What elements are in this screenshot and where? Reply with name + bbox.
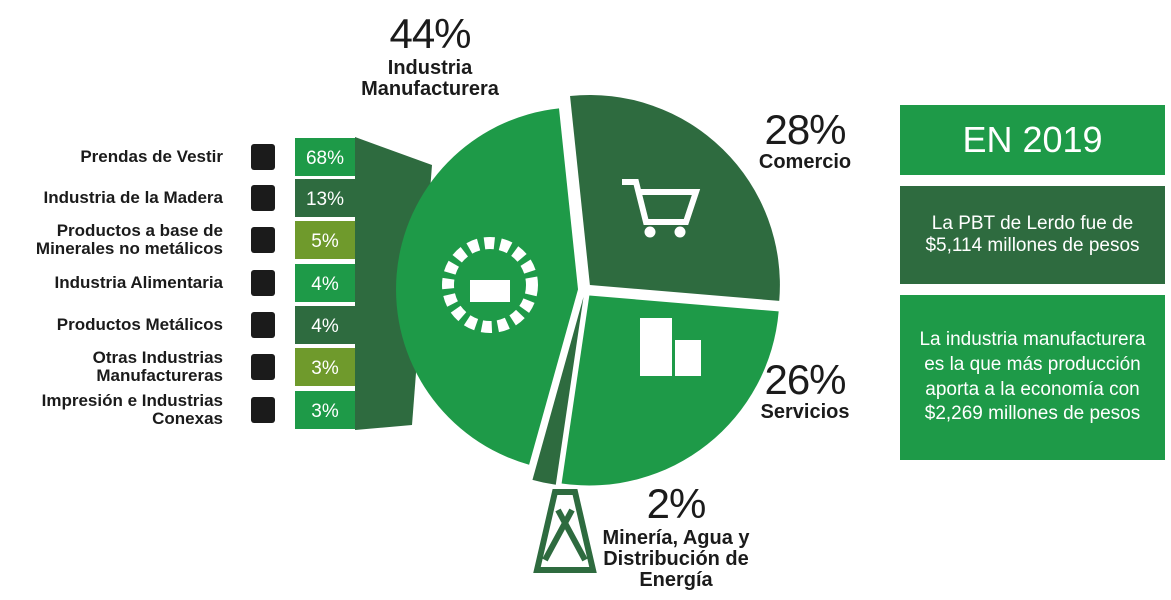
category-label: Productos a base de Minerales no metálic… [35,221,223,258]
value-label: 68% [306,148,344,169]
category-label: Industria de la Madera [43,188,224,208]
value-label: 3% [311,401,339,422]
pie-slice [532,296,584,485]
pie-category-label: Servicios [760,401,850,423]
panel-heading: EN 2019 [900,105,1165,175]
value-label: 5% [311,231,339,252]
value-label: 13% [306,189,344,210]
value-label: 3% [311,358,339,379]
value-box [295,391,355,429]
pie-category-label: Minería, Agua y Distribución de Energía [602,527,750,591]
pie-category-label: Comercio [758,151,852,173]
cart-icon [622,179,701,225]
panel-box: La PBT de Lerdo fue de $5,114 millones d… [900,186,1165,284]
category-label: Impresión e Industrias Conexas [41,391,223,428]
value-box [295,348,355,386]
category-icon [251,312,275,338]
value-box [295,221,355,259]
category-label: Otras Industrias Manufactureras [92,348,223,385]
pie-slice [570,94,780,301]
category-label: Industria Alimentaria [54,273,223,293]
value-box [295,179,355,217]
category-label: Productos Metálicos [56,315,223,335]
category-icon [251,185,275,211]
cart-wheel [674,226,686,238]
cart-wheel [644,226,656,238]
building-icon [640,318,672,376]
value-label: 4% [311,316,339,337]
value-box [295,306,355,344]
tower-icon [533,489,597,573]
building-icon [675,340,701,376]
icons [442,179,701,376]
value-label: 4% [311,274,339,295]
pie-value-label: 44% [389,10,471,57]
category-icon [251,144,275,170]
panel-box: La industria manufacturera es la que más… [900,295,1165,460]
pie-value-label: 26% [764,356,846,403]
value-box [295,138,355,176]
category-label: Prendas de Vestir [80,147,223,167]
category-icon [251,270,275,296]
pie-slice [561,295,779,486]
factory-icon [470,280,510,302]
pie-value-label: 28% [764,106,846,153]
value-box [295,264,355,302]
pie-value-label: 2% [646,480,707,527]
category-icon [251,227,275,253]
category-icon [251,354,275,380]
gear-icon [442,237,538,333]
category-icon [251,397,275,423]
pie-category-label: Industria Manufacturera [361,57,499,100]
